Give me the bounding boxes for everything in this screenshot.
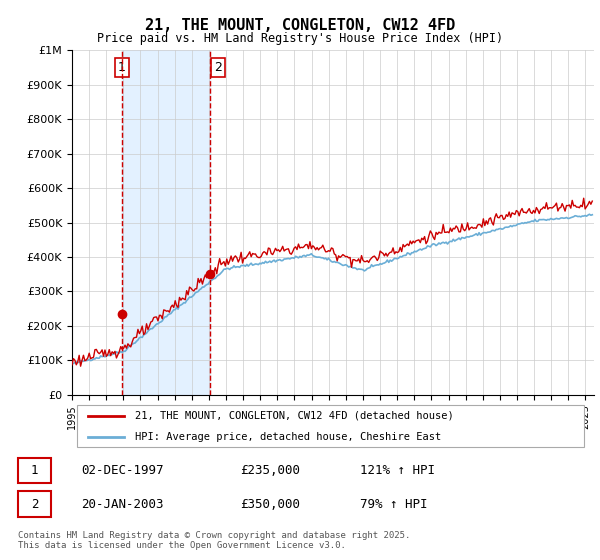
Text: £235,000: £235,000 [240, 464, 300, 477]
Text: 2: 2 [214, 60, 222, 74]
Text: 1: 1 [118, 60, 126, 74]
Text: 21, THE MOUNT, CONGLETON, CW12 4FD: 21, THE MOUNT, CONGLETON, CW12 4FD [145, 18, 455, 33]
FancyBboxPatch shape [18, 492, 51, 516]
Text: HPI: Average price, detached house, Cheshire East: HPI: Average price, detached house, Ches… [134, 432, 441, 442]
Bar [122, 50, 210, 395]
Text: £350,000: £350,000 [240, 497, 300, 511]
Text: 21, THE MOUNT, CONGLETON, CW12 4FD (detached house): 21, THE MOUNT, CONGLETON, CW12 4FD (deta… [134, 410, 454, 421]
Text: 1: 1 [31, 464, 38, 477]
Text: 79% ↑ HPI: 79% ↑ HPI [360, 497, 427, 511]
Text: Contains HM Land Registry data © Crown copyright and database right 2025.
This d: Contains HM Land Registry data © Crown c… [18, 531, 410, 550]
Text: 02-DEC-1997: 02-DEC-1997 [81, 464, 163, 477]
Text: 20-JAN-2003: 20-JAN-2003 [81, 497, 163, 511]
Text: 121% ↑ HPI: 121% ↑ HPI [360, 464, 435, 477]
Text: 2: 2 [31, 497, 38, 511]
FancyBboxPatch shape [18, 458, 51, 483]
Text: Price paid vs. HM Land Registry's House Price Index (HPI): Price paid vs. HM Land Registry's House … [97, 32, 503, 45]
FancyBboxPatch shape [77, 405, 584, 447]
